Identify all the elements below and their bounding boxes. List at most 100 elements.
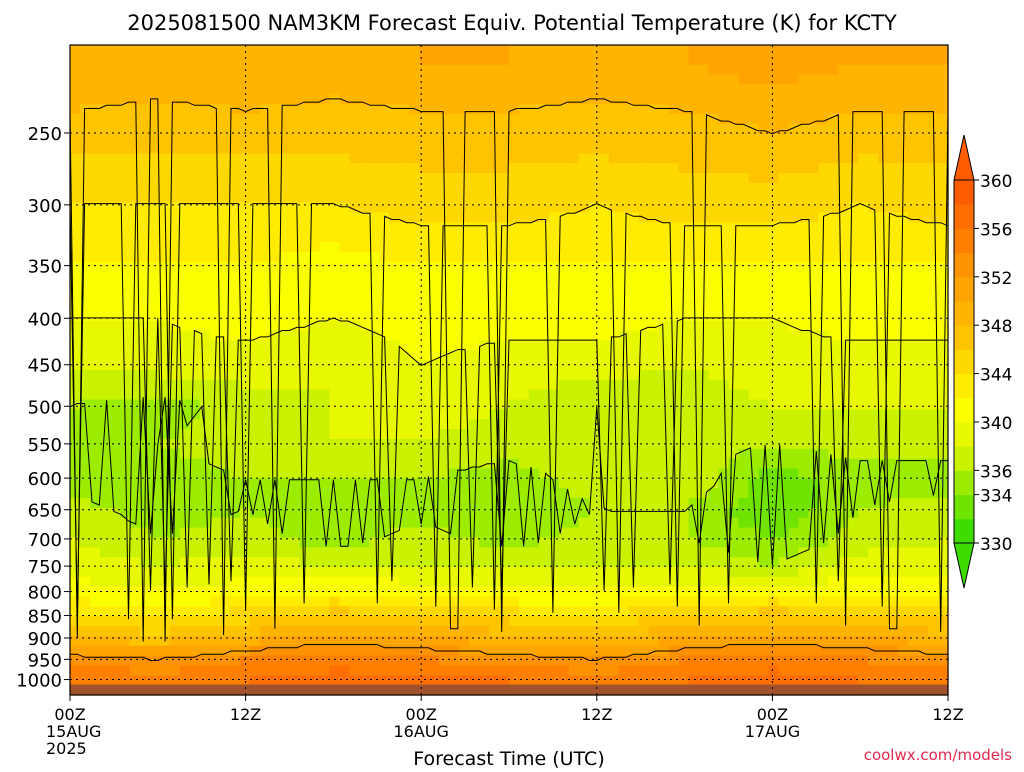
- field-cell: [79, 635, 91, 647]
- field-cell: [598, 655, 610, 667]
- field-cell: [459, 468, 470, 479]
- field-cell: [778, 675, 789, 686]
- field-cell: [259, 576, 271, 588]
- field-cell: [309, 163, 321, 174]
- field-cell: [349, 192, 360, 204]
- field-cell: [139, 123, 151, 135]
- field-cell: [588, 557, 600, 568]
- field-cell: [419, 104, 430, 115]
- field-cell: [209, 153, 221, 164]
- field-cell: [558, 438, 570, 450]
- field-cell: [89, 222, 101, 233]
- field-cell: [419, 507, 430, 519]
- field-cell: [259, 212, 271, 223]
- field-cell: [728, 113, 740, 125]
- field-cell: [299, 596, 311, 607]
- field-cell: [668, 104, 680, 115]
- field-cell: [399, 645, 410, 657]
- field-cell: [459, 192, 470, 204]
- field-cell: [598, 222, 610, 233]
- field-cell: [479, 635, 490, 647]
- field-cell: [309, 222, 321, 233]
- field-cell: [499, 370, 510, 381]
- field-cell: [369, 645, 380, 657]
- field-cell: [459, 498, 470, 509]
- field-cell: [89, 310, 101, 322]
- field-cell: [79, 54, 91, 66]
- field-cell: [618, 389, 630, 401]
- field-cell: [369, 537, 380, 548]
- field-cell: [119, 675, 131, 686]
- field-cell: [229, 399, 241, 410]
- field-cell: [479, 655, 490, 667]
- field-cell: [379, 350, 390, 361]
- field-cell: [818, 94, 829, 105]
- field-cell: [309, 498, 321, 509]
- field-cell: [768, 547, 779, 558]
- field-cell: [70, 537, 81, 548]
- field-cell: [89, 379, 101, 391]
- field-cell: [369, 182, 380, 194]
- field-cell: [499, 182, 510, 194]
- field-cell: [499, 222, 510, 233]
- field-cell: [578, 606, 590, 617]
- field-cell: [538, 241, 550, 253]
- field-cell: [718, 320, 730, 332]
- field-cell: [668, 330, 680, 342]
- field-cell: [648, 606, 660, 617]
- field-cell: [698, 675, 710, 686]
- field-cell: [608, 281, 620, 292]
- field-cell: [249, 429, 261, 440]
- field-cell: [279, 626, 291, 637]
- field-cell: [598, 468, 610, 479]
- field-cell: [489, 498, 500, 509]
- field-cell: [349, 123, 360, 135]
- field-cell: [79, 45, 91, 56]
- field-cell: [479, 261, 490, 273]
- field-cell: [439, 537, 450, 548]
- field-cell: [558, 163, 570, 174]
- field-cell: [489, 301, 500, 312]
- field-cell: [538, 232, 550, 243]
- field-cell: [399, 212, 410, 223]
- field-cell: [339, 458, 350, 470]
- field-cell: [119, 458, 131, 470]
- field-cell: [359, 389, 370, 401]
- field-cell: [618, 448, 630, 460]
- field-cell: [548, 419, 560, 430]
- field-cell: [329, 626, 340, 637]
- field-cell: [189, 310, 201, 322]
- field-cell: [199, 498, 211, 509]
- field-cell: [159, 458, 171, 470]
- field-cell: [189, 379, 201, 391]
- field-cell: [99, 320, 111, 332]
- field-cell: [139, 616, 151, 627]
- field-cell: [369, 596, 380, 607]
- field-cell: [638, 370, 650, 381]
- field-cell: [558, 320, 570, 332]
- field-cell: [658, 153, 670, 164]
- field-cell: [409, 488, 420, 499]
- field-cell: [528, 54, 540, 66]
- field-cell: [698, 330, 710, 342]
- field-cell: [109, 448, 121, 460]
- field-cell: [339, 547, 350, 558]
- field-cell: [638, 557, 650, 568]
- field-cell: [598, 360, 610, 371]
- field-cell: [229, 557, 241, 568]
- field-cell: [758, 301, 770, 312]
- field-cell: [678, 84, 690, 95]
- field-cell: [319, 281, 331, 292]
- field-cell: [249, 547, 261, 558]
- field-cell: [668, 665, 680, 676]
- field-cell: [628, 232, 640, 243]
- field-cell: [209, 261, 221, 273]
- field-cell: [648, 596, 660, 607]
- field-cell: [618, 241, 630, 253]
- field-cell: [608, 153, 620, 164]
- field-cell: [249, 113, 261, 125]
- field-cell: [469, 409, 480, 420]
- field-cell: [379, 419, 390, 430]
- field-cell: [748, 655, 760, 667]
- field-cell: [299, 320, 311, 332]
